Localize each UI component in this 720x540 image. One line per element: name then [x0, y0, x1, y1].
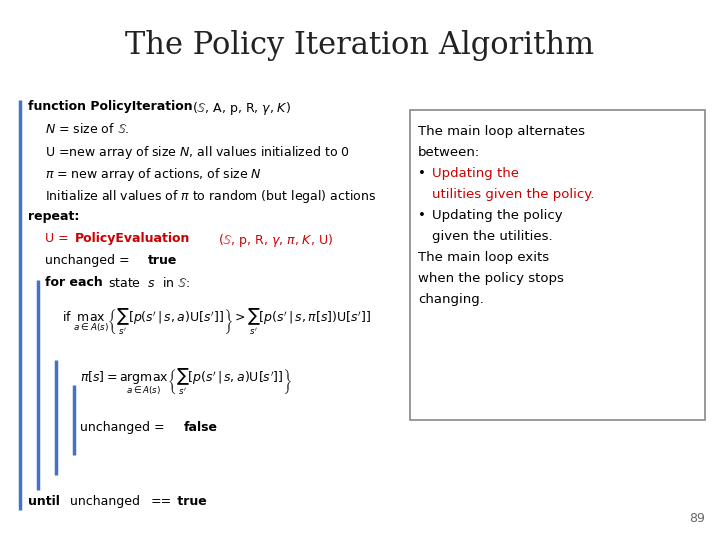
Text: utilities given the policy.: utilities given the policy. — [432, 188, 595, 201]
Text: between:: between: — [418, 146, 480, 159]
Text: until: until — [28, 495, 60, 508]
Text: repeat:: repeat: — [28, 210, 79, 223]
Text: 89: 89 — [689, 512, 705, 525]
Text: •: • — [418, 209, 426, 222]
Text: ($\mathbb{S}$, A, p, R, $\gamma$, $K$): ($\mathbb{S}$, A, p, R, $\gamma$, $K$) — [192, 100, 291, 117]
Text: The main loop exits: The main loop exits — [418, 251, 549, 264]
Text: false: false — [184, 421, 218, 434]
Text: Updating the: Updating the — [432, 167, 519, 180]
Text: given the utilities.: given the utilities. — [432, 230, 553, 243]
Text: function PolicyIteration: function PolicyIteration — [28, 100, 193, 113]
Text: state  $s$  in $\mathbb{S}$:: state $s$ in $\mathbb{S}$: — [108, 276, 190, 290]
Text: true: true — [173, 495, 207, 508]
Text: U =new array of size $N$, all values initialized to 0: U =new array of size $N$, all values ini… — [45, 144, 350, 161]
Text: Initialize all values of $\pi$ to random (but legal) actions: Initialize all values of $\pi$ to random… — [45, 188, 376, 205]
Text: when the policy stops: when the policy stops — [418, 272, 564, 285]
Text: The main loop alternates: The main loop alternates — [418, 125, 585, 138]
Text: true: true — [148, 254, 177, 267]
Text: unchanged =: unchanged = — [45, 254, 134, 267]
Text: The Policy Iteration Algorithm: The Policy Iteration Algorithm — [125, 30, 595, 61]
Bar — [410, 110, 705, 420]
Text: PolicyEvaluation: PolicyEvaluation — [75, 232, 190, 245]
Text: unchanged: unchanged — [70, 495, 144, 508]
Text: U =: U = — [45, 232, 73, 245]
Text: changing.: changing. — [418, 293, 484, 306]
Text: $\pi[s] = \underset{a\in A(s)}{\mathrm{argmax}}\left\{\sum_{s'}[p(s'\,|\,s,a)\ma: $\pi[s] = \underset{a\in A(s)}{\mathrm{a… — [80, 366, 292, 397]
Text: unchanged =: unchanged = — [80, 421, 168, 434]
Text: Updating the policy: Updating the policy — [432, 209, 562, 222]
Text: if $\underset{a\in A(s)}{\max}\left\{\sum_{s'}[p(s'\,|\,s,a)\mathrm{U}[s']]\righ: if $\underset{a\in A(s)}{\max}\left\{\su… — [62, 306, 371, 337]
Text: ($\mathbb{S}$, p, R, $\gamma$, $\pi$, $K$, U): ($\mathbb{S}$, p, R, $\gamma$, $\pi$, $K… — [218, 232, 333, 249]
Text: $N$ = size of $\mathbb{S}$.: $N$ = size of $\mathbb{S}$. — [45, 122, 130, 136]
Text: $\pi$ = new array of actions, of size $N$: $\pi$ = new array of actions, of size $N… — [45, 166, 262, 183]
Text: for each: for each — [45, 276, 103, 289]
Text: •: • — [418, 167, 426, 180]
Text: ==: == — [151, 495, 172, 508]
